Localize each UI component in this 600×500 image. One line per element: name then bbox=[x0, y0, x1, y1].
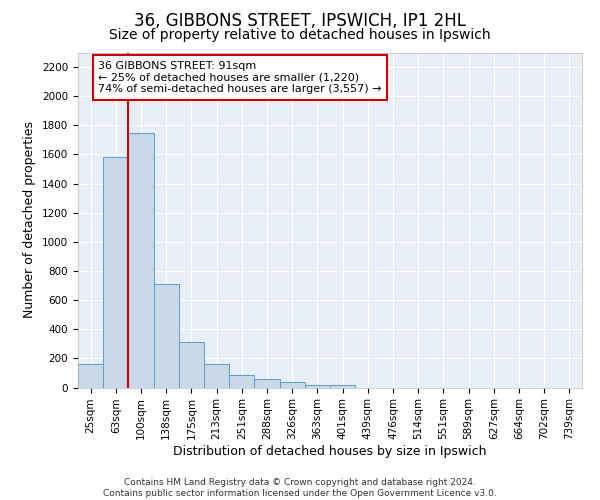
Bar bbox=[229, 375, 254, 388]
Text: Size of property relative to detached houses in Ipswich: Size of property relative to detached ho… bbox=[109, 28, 491, 42]
X-axis label: Distribution of detached houses by size in Ipswich: Distribution of detached houses by size … bbox=[173, 445, 487, 458]
Bar bbox=[305, 384, 330, 388]
Bar bbox=[179, 342, 204, 388]
Bar bbox=[128, 132, 154, 388]
Text: 36, GIBBONS STREET, IPSWICH, IP1 2HL: 36, GIBBONS STREET, IPSWICH, IP1 2HL bbox=[134, 12, 466, 30]
Bar bbox=[78, 364, 103, 388]
Bar bbox=[330, 384, 355, 388]
Text: Contains HM Land Registry data © Crown copyright and database right 2024.
Contai: Contains HM Land Registry data © Crown c… bbox=[103, 478, 497, 498]
Bar bbox=[280, 382, 305, 388]
Y-axis label: Number of detached properties: Number of detached properties bbox=[23, 122, 37, 318]
Bar bbox=[204, 364, 229, 388]
Bar bbox=[103, 158, 128, 388]
Bar bbox=[254, 380, 280, 388]
Text: 36 GIBBONS STREET: 91sqm
← 25% of detached houses are smaller (1,220)
74% of sem: 36 GIBBONS STREET: 91sqm ← 25% of detach… bbox=[98, 61, 382, 94]
Bar bbox=[154, 284, 179, 388]
